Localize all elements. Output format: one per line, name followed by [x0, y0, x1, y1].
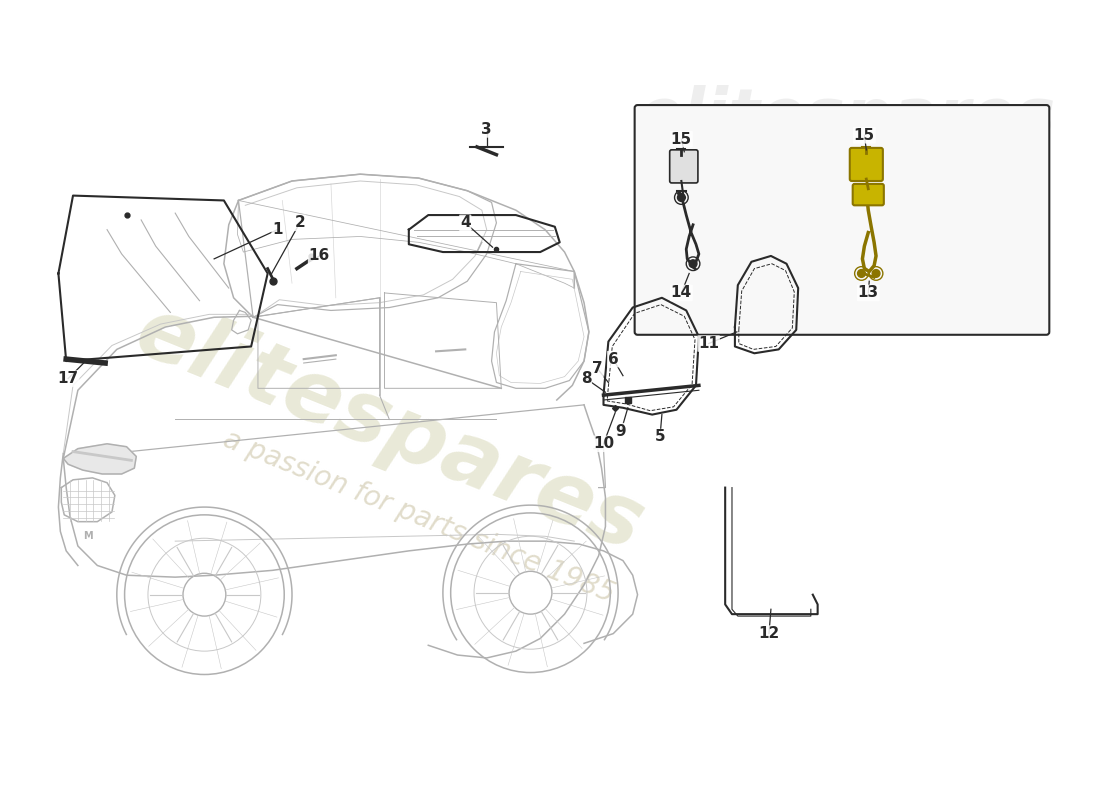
Circle shape	[858, 270, 866, 278]
FancyBboxPatch shape	[852, 184, 883, 206]
Text: 13: 13	[858, 286, 879, 301]
FancyBboxPatch shape	[850, 148, 883, 181]
Text: a passion for parts since 1985: a passion for parts since 1985	[219, 426, 618, 608]
Text: 2: 2	[295, 215, 305, 230]
Circle shape	[690, 260, 697, 268]
Text: M: M	[82, 531, 92, 542]
Text: 6: 6	[608, 352, 618, 366]
Text: 5: 5	[654, 430, 666, 445]
Polygon shape	[64, 444, 136, 474]
Text: 10: 10	[593, 436, 614, 451]
Text: 9: 9	[616, 424, 626, 438]
Circle shape	[872, 270, 880, 278]
FancyBboxPatch shape	[635, 105, 1049, 334]
Text: 12: 12	[758, 626, 780, 641]
Text: 17: 17	[57, 371, 79, 386]
Text: 15: 15	[671, 132, 692, 146]
Text: 4: 4	[460, 215, 471, 230]
Text: 3: 3	[482, 122, 492, 137]
FancyBboxPatch shape	[670, 150, 697, 183]
Text: 11: 11	[698, 336, 719, 351]
Text: elitespares: elitespares	[638, 85, 1056, 150]
Text: 1: 1	[272, 222, 283, 237]
Text: 14: 14	[671, 286, 692, 301]
Text: 15: 15	[854, 128, 874, 142]
Text: 8: 8	[581, 371, 592, 386]
Text: 16: 16	[309, 249, 330, 263]
Text: 7: 7	[592, 362, 603, 376]
Circle shape	[678, 194, 685, 202]
Text: elitespares: elitespares	[123, 290, 656, 569]
